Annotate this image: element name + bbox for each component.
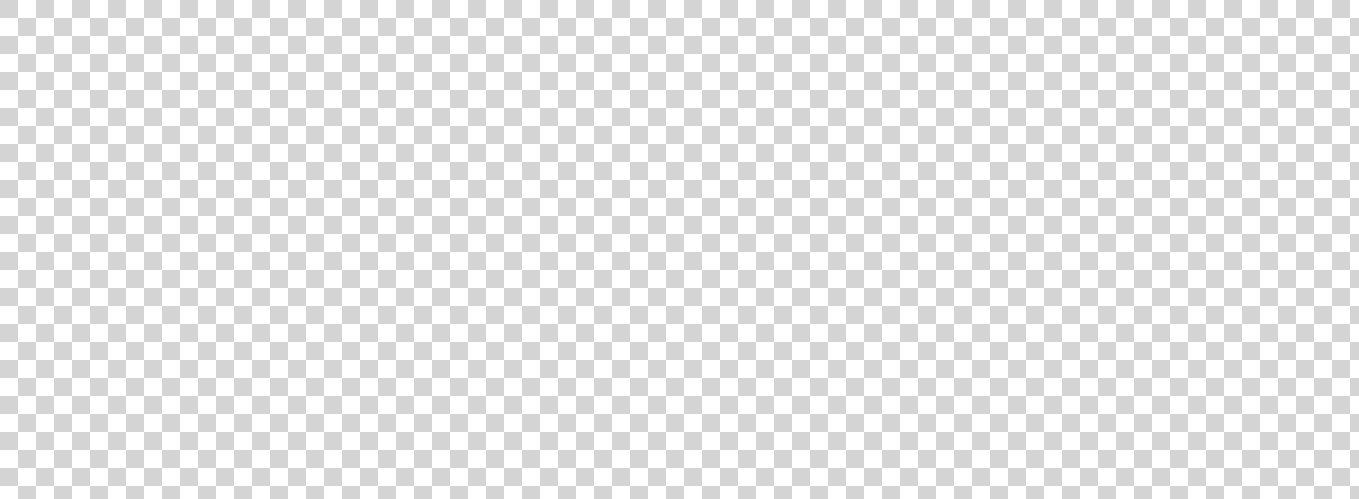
Text: discrepantes: discrepantes bbox=[14, 197, 166, 217]
Text: limite
superior: limite superior bbox=[1192, 79, 1277, 123]
Text: terceiro
quartil: terceiro quartil bbox=[972, 79, 1053, 123]
Text: mediana: mediana bbox=[800, 103, 892, 123]
Text: limite
inferior: limite inferior bbox=[198, 79, 273, 123]
Bar bbox=[624, 190, 1012, 311]
Text: primeiro
quartil: primeiro quartil bbox=[580, 79, 667, 123]
